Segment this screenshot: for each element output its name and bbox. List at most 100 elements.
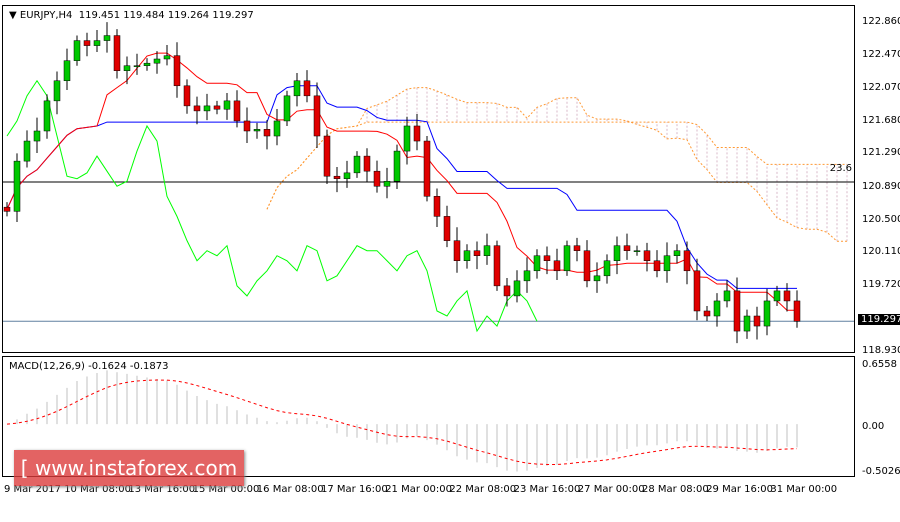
candle-body bbox=[3, 206, 11, 212]
candle-body bbox=[393, 150, 401, 182]
candle-body bbox=[723, 290, 731, 302]
price-tick-label: 120.890 bbox=[862, 180, 900, 192]
candle-body bbox=[43, 100, 51, 132]
candle-body bbox=[593, 275, 601, 282]
price-tick-label: 122.070 bbox=[862, 82, 900, 94]
price-tick-label: 120.110 bbox=[862, 246, 900, 258]
candle-body bbox=[13, 160, 21, 212]
candle-body bbox=[33, 130, 41, 142]
candle-body bbox=[93, 40, 101, 46]
candle-body bbox=[373, 170, 381, 187]
candle-body bbox=[353, 155, 361, 174]
candle-body bbox=[573, 245, 581, 251]
candle-body bbox=[83, 40, 91, 46]
candle-body bbox=[623, 245, 631, 251]
candle-body bbox=[563, 245, 571, 272]
candle-body bbox=[603, 260, 611, 277]
price-tick-label: 119.720 bbox=[862, 278, 900, 290]
candle-body bbox=[343, 172, 351, 179]
time-tick-label: 21 Mar 00:00 bbox=[385, 484, 452, 495]
candle-body bbox=[733, 290, 741, 332]
candle-body bbox=[333, 175, 341, 179]
time-tick-label: 9 Mar 2017 bbox=[4, 484, 62, 495]
time-tick-label: 16 Mar 08:00 bbox=[256, 484, 324, 495]
candle-body bbox=[643, 250, 651, 262]
candle-body bbox=[443, 216, 451, 241]
candle-body bbox=[423, 140, 431, 197]
candle-body bbox=[613, 245, 621, 262]
price-chart-panel[interactable]: ▼ EURJPY,H4 119.451 119.484 119.264 119.… bbox=[2, 5, 855, 353]
candle-body bbox=[513, 280, 521, 297]
price-chart-svg bbox=[3, 22, 854, 344]
candle-body bbox=[503, 285, 511, 297]
time-tick-label: 17 Mar 16:00 bbox=[321, 484, 388, 495]
candle-body bbox=[473, 250, 481, 256]
candle-body bbox=[123, 65, 131, 71]
candle-body bbox=[673, 250, 681, 256]
time-tick-label: 31 Mar 00:00 bbox=[770, 484, 838, 495]
candle-body bbox=[553, 260, 561, 272]
candle-body bbox=[223, 100, 231, 110]
candle-body bbox=[283, 95, 291, 122]
time-tick-label: 23 Mar 16:00 bbox=[513, 484, 581, 495]
chikou-span-line bbox=[6, 79, 538, 333]
candle-body bbox=[483, 245, 491, 256]
macd-signal-line bbox=[6, 379, 798, 466]
candle-body bbox=[753, 315, 761, 327]
candle-body bbox=[53, 80, 61, 102]
candle-body bbox=[63, 60, 71, 82]
candle-body bbox=[363, 155, 371, 172]
fib-label: 23.6 bbox=[829, 163, 852, 174]
macd-axis-zero: 0.00 bbox=[862, 421, 885, 432]
price-tick-label: 118.930 bbox=[862, 345, 900, 356]
candle-body bbox=[153, 58, 161, 64]
chart-title: ▼ EURJPY,H4 119.451 119.484 119.264 119.… bbox=[9, 10, 254, 21]
candle-body bbox=[203, 105, 211, 112]
macd-label: MACD(12,26,9) -0.1624 -0.1873 bbox=[9, 361, 169, 372]
time-tick-label: 28 Mar 08:00 bbox=[642, 484, 709, 495]
candle-body bbox=[773, 290, 781, 302]
candle-body bbox=[493, 245, 501, 287]
candle-body bbox=[783, 290, 791, 302]
macd-panel[interactable]: MACD(12,26,9) -0.1624 -0.1873 bbox=[2, 356, 855, 477]
candle-body bbox=[403, 125, 411, 152]
instaforex-watermark: [ www.instaforex.com ] bbox=[14, 450, 244, 516]
candle-body bbox=[103, 35, 111, 41]
candle-body bbox=[763, 300, 771, 327]
senkou-span-b-line bbox=[266, 121, 847, 210]
price-tick-label: 122.860 bbox=[862, 16, 900, 27]
candle-body bbox=[523, 270, 531, 282]
candle-body bbox=[693, 270, 701, 312]
current-price-tag: 119.297 bbox=[858, 314, 900, 325]
candle-body bbox=[73, 40, 81, 61]
candle-body bbox=[793, 300, 801, 322]
candle-body bbox=[23, 140, 31, 162]
price-tick-label: 121.680 bbox=[862, 114, 900, 126]
candle-body bbox=[213, 105, 221, 110]
candle-body bbox=[313, 95, 321, 137]
candle-body bbox=[683, 250, 691, 272]
time-tick-label: 27 Mar 00:00 bbox=[577, 484, 645, 495]
candle-body bbox=[173, 55, 181, 87]
macd-svg bbox=[6, 370, 798, 472]
candle-body bbox=[653, 260, 661, 272]
candle-body bbox=[273, 120, 281, 137]
candle-body bbox=[243, 120, 251, 132]
time-tick-label: 15 Mar 00:00 bbox=[192, 484, 260, 495]
candle-body bbox=[323, 135, 331, 177]
candle-body bbox=[183, 85, 191, 107]
candle-body bbox=[713, 300, 721, 317]
price-tick-label: 121.290 bbox=[862, 147, 900, 159]
price-tick-label: 120.500 bbox=[862, 213, 900, 225]
candle-body bbox=[113, 35, 121, 71]
candle-body bbox=[193, 105, 201, 112]
price-tick-label: 122.470 bbox=[862, 48, 900, 60]
candle-body bbox=[233, 100, 241, 122]
candle-body bbox=[143, 62, 151, 66]
candle-body bbox=[293, 80, 301, 97]
candle-body bbox=[583, 250, 591, 282]
candle-body bbox=[433, 196, 441, 217]
candle-body bbox=[133, 65, 141, 67]
candle-body bbox=[383, 180, 391, 187]
time-tick-label: 10 Mar 08:00 bbox=[64, 484, 131, 495]
